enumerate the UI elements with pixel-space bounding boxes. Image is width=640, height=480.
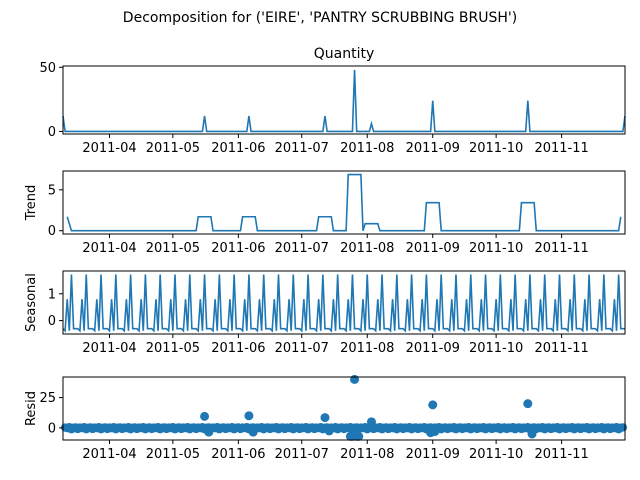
resid-point	[350, 374, 360, 384]
x-tick-label-trend: 2011-10	[469, 241, 523, 256]
x-tick-label-quantity: 2011-07	[275, 141, 329, 156]
resid-point	[320, 413, 330, 423]
x-tick-label-resid: 2011-09	[406, 447, 460, 462]
x-tick-label-seasonal: 2011-11	[534, 341, 588, 356]
x-tick-label-resid: 2011-07	[275, 447, 329, 462]
axes-frame-quantity	[62, 65, 626, 135]
x-tick-label-quantity: 2011-04	[82, 141, 136, 156]
y-tick-label-trend: 5	[48, 183, 56, 198]
x-tick-label-trend: 2011-09	[406, 241, 460, 256]
x-tick-label-resid: 2011-06	[211, 447, 265, 462]
panel-quantity: Quantity 0 50 2011-04 2011-05 2011-06 2011-07 2…	[39, 46, 626, 156]
resid-point	[324, 426, 334, 436]
x-tick-label-quantity: 2011-05	[146, 141, 200, 156]
y-axis-title-resid: Resid	[24, 391, 39, 426]
y-tick-label-quantity: 0	[48, 125, 56, 140]
panel-title-quantity: Quantity	[314, 46, 375, 62]
x-tick-label-seasonal: 2011-08	[340, 341, 394, 356]
axes-frame-trend	[62, 170, 626, 235]
resid-point	[354, 431, 364, 441]
resid-point	[200, 411, 210, 421]
resid-point	[428, 400, 438, 410]
x-tick-label-quantity: 2011-09	[406, 141, 460, 156]
x-tick-label-trend: 2011-05	[146, 241, 200, 256]
y-tick-label-resid: 0	[48, 421, 56, 436]
series-line-seasonal	[62, 274, 625, 333]
x-tick-label-seasonal: 2011-06	[211, 341, 265, 356]
y-tick-label-seasonal: 0	[48, 314, 56, 329]
x-tick-label-resid: 2011-04	[82, 447, 136, 462]
y-tick-label-resid: 25	[39, 391, 56, 406]
x-tick-label-resid: 2011-10	[469, 447, 523, 462]
x-tick-label-quantity: 2011-10	[469, 141, 523, 156]
resid-point	[430, 427, 440, 437]
x-tick-label-quantity: 2011-11	[534, 141, 588, 156]
x-tick-label-trend: 2011-07	[275, 241, 329, 256]
axes-frame-seasonal	[62, 270, 626, 335]
x-tick-label-trend: 2011-11	[534, 241, 588, 256]
y-axis-title-seasonal: Seasonal	[24, 273, 39, 332]
x-tick-label-seasonal: 2011-05	[146, 341, 200, 356]
resid-point	[244, 411, 254, 421]
panel-seasonal: Seasonal 0 1 2011-04 2011-05 2011-06 2011-07 20…	[24, 270, 626, 356]
panel-resid: Resid 0 25 2011-04 2011-05 2011-06 2011-07 2011…	[24, 374, 628, 462]
y-tick-label-seasonal: 1	[48, 287, 56, 302]
resid-baseline-dot	[618, 423, 628, 432]
series-line-quantity	[62, 69, 626, 133]
x-tick-label-resid: 2011-11	[534, 447, 588, 462]
resid-point	[204, 427, 214, 437]
resid-point	[366, 417, 376, 427]
x-tick-label-seasonal: 2011-04	[82, 341, 136, 356]
resid-point	[523, 399, 533, 409]
panel-trend: Trend 0 5 2011-04 2011-05 2011-06 2011-07 2011-…	[24, 170, 626, 256]
x-tick-label-resid: 2011-08	[340, 447, 394, 462]
figure-suptitle: Decomposition for ('EIRE', 'PANTRY SCRUB…	[123, 10, 517, 26]
x-tick-label-seasonal: 2011-09	[406, 341, 460, 356]
y-tick-label-trend: 0	[48, 224, 56, 239]
y-tick-label-quantity: 50	[39, 61, 56, 76]
x-tick-label-quantity: 2011-06	[211, 141, 265, 156]
y-axis-title-trend: Trend	[24, 185, 39, 222]
axes-frame-resid	[62, 376, 626, 441]
x-tick-label-trend: 2011-08	[340, 241, 394, 256]
x-tick-label-trend: 2011-04	[82, 241, 136, 256]
x-tick-label-seasonal: 2011-10	[469, 341, 523, 356]
series-line-trend	[66, 173, 622, 232]
x-tick-label-trend: 2011-06	[211, 241, 265, 256]
x-tick-label-seasonal: 2011-07	[275, 341, 329, 356]
x-tick-label-resid: 2011-05	[146, 447, 200, 462]
resid-point	[527, 429, 537, 439]
resid-point	[248, 427, 258, 437]
x-tick-label-quantity: 2011-08	[340, 141, 394, 156]
